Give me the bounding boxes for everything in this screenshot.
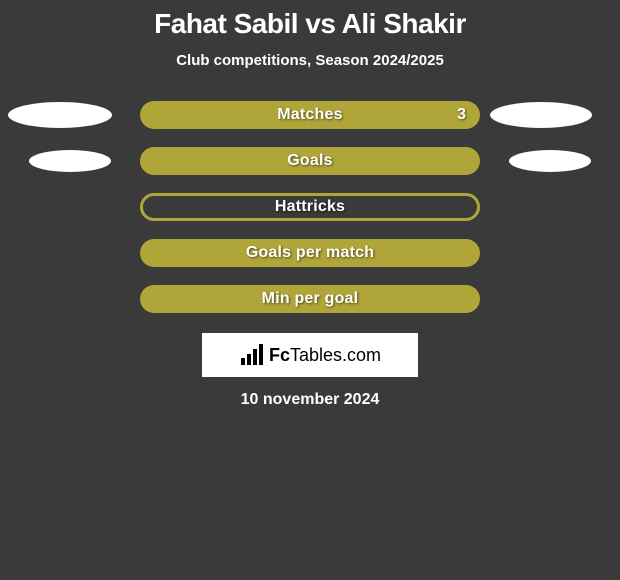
stat-bar: Goals [140, 147, 480, 175]
logo-main: Tables [290, 345, 342, 365]
logo-prefix: Fc [269, 345, 290, 365]
bar-label: Matches [140, 101, 480, 129]
bar-label: Goals [140, 147, 480, 175]
date-text: 10 november 2024 [241, 391, 380, 409]
stat-bar: Matches3 [140, 101, 480, 129]
bar-label: Min per goal [140, 285, 480, 313]
subtitle: Club competitions, Season 2024/2025 [176, 52, 444, 69]
stat-row: Hattricks [0, 193, 620, 221]
stat-bar: Hattricks [140, 193, 480, 221]
logo-text: FcTables.com [269, 345, 381, 366]
stat-bar: Goals per match [140, 239, 480, 267]
left-ellipse [8, 102, 112, 128]
bar-value: 3 [457, 101, 466, 129]
stat-row: Goals per match [0, 239, 620, 267]
stat-row: Goals [0, 147, 620, 175]
right-ellipse [509, 150, 591, 172]
stat-row: Matches3 [0, 101, 620, 129]
right-ellipse [490, 102, 592, 128]
page-title: Fahat Sabil vs Ali Shakir [154, 8, 466, 40]
stat-row: Min per goal [0, 285, 620, 313]
stat-rows: Matches3 Goals Hattricks Goals per match Min… [0, 101, 620, 313]
stat-bar: Min per goal [140, 285, 480, 313]
bar-label: Goals per match [140, 239, 480, 267]
logo-suffix: .com [342, 345, 381, 365]
left-ellipse [29, 150, 111, 172]
bar-label: Hattricks [140, 193, 480, 221]
logo-bars-icon [239, 342, 265, 368]
logo-box: FcTables.com [202, 333, 418, 377]
